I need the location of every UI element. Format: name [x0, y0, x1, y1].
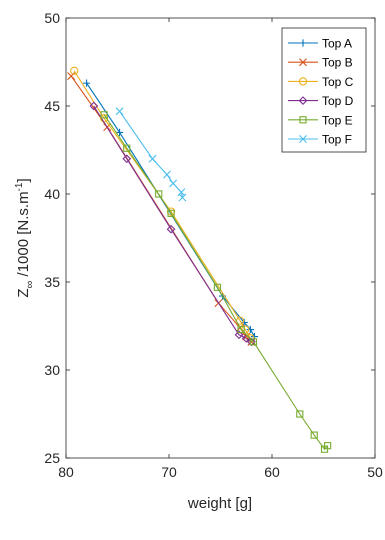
x-axis-label: weight [g] — [187, 495, 252, 512]
data-point-top-e — [249, 338, 258, 346]
y-tick-label: 45 — [44, 98, 60, 114]
legend-label: Top C — [322, 75, 354, 89]
data-point-top-f — [148, 154, 157, 163]
data-point-top-a — [115, 128, 124, 136]
data-point-top-b — [67, 72, 76, 81]
axes-layer: 80 70 60 50 25 30 35 40 45 50 — [44, 10, 383, 480]
legend-marker — [298, 77, 308, 86]
data-point-top-a — [83, 79, 91, 87]
legend-label: Top B — [322, 56, 353, 70]
legend-label: Top E — [322, 113, 353, 127]
axes-box — [65, 17, 376, 459]
legend-marker — [299, 116, 307, 124]
x-tick-label: 70 — [161, 464, 177, 480]
data-point-top-f — [162, 170, 171, 179]
legend-label: Top F — [322, 133, 352, 147]
data-point-top-d — [234, 330, 244, 340]
legend-item-top-c: Top C — [288, 75, 354, 89]
data-point-top-a — [246, 325, 254, 334]
legend-item-top-f: Top F — [288, 133, 352, 147]
series-top-e — [100, 111, 332, 453]
legend-marker — [299, 58, 307, 67]
y-tick-label: 35 — [44, 274, 60, 290]
y-tick-label: 25 — [44, 450, 60, 466]
legend-marker — [298, 96, 308, 105]
data-point-top-e — [310, 431, 318, 439]
series-line-top-c — [73, 70, 251, 339]
data-point-top-f — [115, 107, 124, 116]
data-point-top-d — [89, 101, 99, 111]
legend-item-top-a: Top A — [288, 37, 352, 51]
data-point-top-c — [70, 66, 79, 75]
data-point-top-e — [155, 190, 163, 198]
legend-label: Top A — [322, 37, 352, 51]
series-top-f — [115, 107, 187, 202]
data-point-top-e — [213, 283, 222, 291]
data-point-top-e — [237, 325, 245, 334]
y-tick-label: 30 — [44, 362, 60, 378]
series-layer — [67, 66, 332, 453]
data-point-top-f — [169, 179, 178, 188]
data-point-top-e — [100, 111, 108, 119]
data-point-top-e — [296, 410, 304, 418]
legend-item-top-d: Top D — [288, 94, 354, 108]
legend: Top A Top B Top C Top D Top E Top F — [281, 27, 367, 153]
legend-box — [281, 27, 367, 153]
data-point-top-e — [123, 144, 131, 152]
x-tick-label: 80 — [58, 464, 74, 480]
data-point-top-e — [324, 442, 332, 450]
data-point-top-d — [122, 154, 132, 164]
series-line-top-d — [93, 105, 252, 343]
legend-marker — [299, 135, 307, 143]
legend-item-top-e: Top E — [288, 113, 353, 127]
legend-item-top-b: Top B — [288, 56, 353, 70]
x-tick-label: 60 — [264, 464, 280, 480]
legend-marker — [299, 39, 307, 47]
y-axis-label: Z∞ /1000 [N.s.m-1] — [14, 178, 36, 297]
data-point-top-d — [166, 224, 176, 234]
x-tick-label: 50 — [367, 464, 383, 480]
series-line-top-e — [103, 114, 329, 451]
y-tick-label: 40 — [44, 186, 60, 202]
legend-label: Top D — [322, 94, 354, 108]
data-point-top-f — [178, 193, 187, 202]
data-point-top-e — [167, 209, 175, 217]
data-point-top-a — [240, 318, 248, 327]
y-tick-label: 50 — [44, 10, 60, 26]
